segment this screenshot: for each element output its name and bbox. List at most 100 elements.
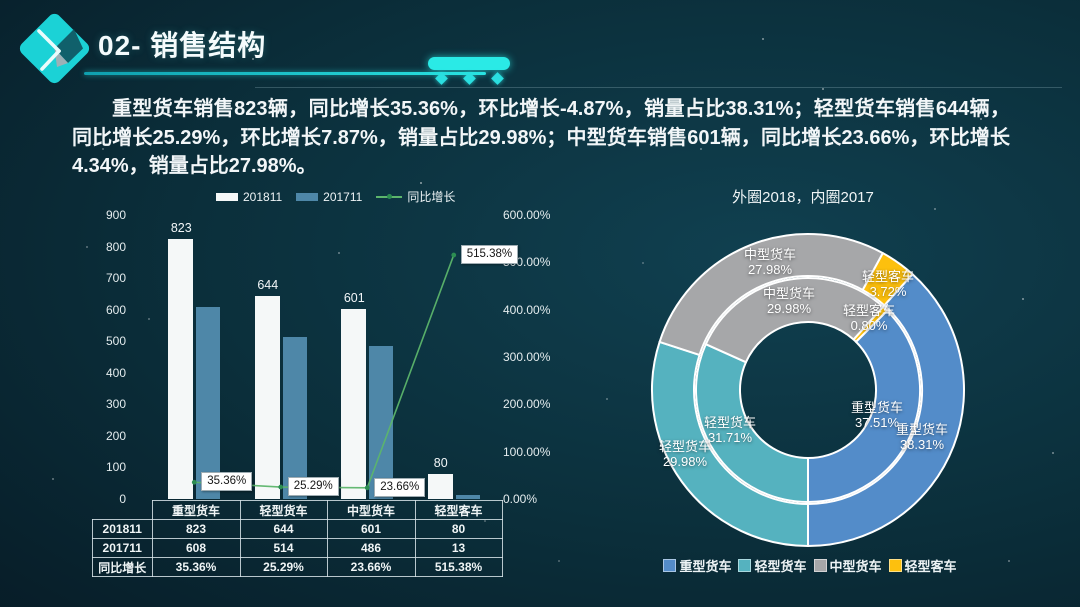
bar-201811-中型货车 xyxy=(341,309,367,499)
table-cell: 80 xyxy=(414,519,503,539)
left-axis-tick: 700 xyxy=(105,271,126,286)
slice-label-pct: 0.80% xyxy=(850,318,888,333)
donut-slice-label-inner-轻型货车: 轻型货车 31.71% xyxy=(675,415,785,445)
table-cell: 486 xyxy=(326,538,416,558)
slice-label-pct: 3.72% xyxy=(869,284,907,299)
left-axis-tick: 200 xyxy=(105,428,126,443)
donut-legend-item-中型货车: 中型货车 xyxy=(813,556,882,575)
deco-bar xyxy=(428,57,510,70)
bar-201711-轻型客车 xyxy=(455,494,480,499)
table-cell: 608 xyxy=(151,538,241,558)
table-cell: 25.29% xyxy=(239,557,328,577)
donut-slice-轻型货车-inner_2017_pct xyxy=(695,343,809,503)
growth-point xyxy=(451,252,457,258)
growth-callout: 515.38% xyxy=(460,245,519,265)
left-axis-tick: 800 xyxy=(105,239,126,254)
sales-data-table: 重型货车 轻型货车 中型货车 轻型客车 201811 823 644 601 80 201711 6… xyxy=(92,500,503,577)
donut-slice-label-inner-轻型客车: 轻型客车 0.80% xyxy=(814,303,924,333)
table-col-header: 轻型客车 xyxy=(414,500,503,520)
donut-slice-label-outer-中型货车: 中型货车 27.98% xyxy=(715,247,825,277)
table-corner-blank xyxy=(93,501,153,520)
legend-label: 201711 xyxy=(323,189,363,204)
legend-label: 201811 xyxy=(243,189,283,204)
table-row-label: 201711 xyxy=(92,538,153,558)
right-axis-tick: 600.00% xyxy=(503,208,551,222)
slice-label-name: 轻型客车 xyxy=(861,269,914,284)
donut-legend-item-轻型客车: 轻型客车 xyxy=(888,556,957,575)
bar-201811-轻型客车 xyxy=(427,473,453,499)
legend-item-同比增长: 同比增长 xyxy=(376,188,455,205)
slice-label-name: 中型货车 xyxy=(743,247,796,262)
left-axis-tick: 0 xyxy=(119,492,126,506)
left-axis-tick: 400 xyxy=(105,365,126,380)
left-axis-tick: 100 xyxy=(105,460,126,475)
slice-label-name: 轻型货车 xyxy=(658,439,711,454)
table-col-header: 轻型货车 xyxy=(239,500,328,520)
table-row-label: 201811 xyxy=(92,519,153,539)
donut-chart xyxy=(640,222,976,558)
slice-label-name: 轻型货车 xyxy=(703,415,756,430)
table-cell: 514 xyxy=(239,538,328,558)
bar-value-label: 644 xyxy=(257,277,279,292)
donut-slice-label-inner-中型货车: 中型货车 29.98% xyxy=(734,286,844,316)
donut-legend-swatch xyxy=(888,559,902,572)
growth-callout: 23.66% xyxy=(374,477,426,497)
bar-value-label: 80 xyxy=(433,455,448,470)
right-axis-tick: 400.00% xyxy=(503,302,551,317)
bar-value-label: 601 xyxy=(343,291,365,306)
table-cell: 515.38% xyxy=(414,557,503,577)
title-underline-decor xyxy=(84,72,486,75)
slice-label-pct: 29.98% xyxy=(766,301,812,316)
bar-201711-轻型货车 xyxy=(282,336,307,499)
star-field-decor xyxy=(0,0,2,2)
legend-swatch xyxy=(296,192,319,201)
donut-slice-重型货车-outer_2018_pct xyxy=(807,273,965,547)
donut-chart-title: 外圈2018，内圈2017 xyxy=(732,189,874,206)
table-row: 同比增长 35.36% 25.29% 23.66% 515.38% xyxy=(92,557,503,577)
legend-line-swatch xyxy=(376,194,403,199)
donut-legend-swatch xyxy=(738,559,752,572)
bar-201811-轻型货车 xyxy=(254,295,280,499)
donut-legend-label: 重型货车 xyxy=(679,559,732,574)
slice-label-name: 中型货车 xyxy=(762,286,815,301)
bar-201711-重型货车 xyxy=(196,307,221,499)
right-axis-tick: 300.00% xyxy=(503,350,551,364)
bar-value-label: 823 xyxy=(170,221,192,236)
diamond-logo-icon xyxy=(19,13,90,84)
table-cell: 644 xyxy=(239,519,328,539)
donut-legend-item-轻型货车: 轻型货车 xyxy=(738,556,807,575)
table-col-header: 重型货车 xyxy=(151,500,241,520)
slice-label-pct: 31.71% xyxy=(707,430,753,445)
slice-label-pct: 27.98% xyxy=(747,262,793,277)
legend-item-201711: 201711 xyxy=(296,190,362,204)
summary-paragraph: 重型货车销售823辆，同比增长35.36%，环比增长-4.87%，销量占比38.… xyxy=(72,98,1010,177)
table-cell: 601 xyxy=(326,519,416,539)
table-col-header: 中型货车 xyxy=(326,500,416,520)
donut-slice-label-outer-轻型货车: 轻型货车 29.98% xyxy=(630,439,740,469)
slice-label-pct: 37.51% xyxy=(854,415,900,430)
slice-label-name: 重型货车 xyxy=(895,422,948,437)
table-cell: 823 xyxy=(151,519,241,539)
donut-legend-swatch xyxy=(663,559,677,572)
slice-label-pct: 29.98% xyxy=(662,454,708,469)
left-axis-tick: 300 xyxy=(105,397,126,412)
slice-label-name: 轻型客车 xyxy=(842,303,895,318)
donut-legend-swatch xyxy=(813,559,827,572)
thin-divider-line xyxy=(255,87,1062,88)
donut-slice-重型货车-inner_2017_pct xyxy=(807,309,922,503)
growth-callout: 35.36% xyxy=(201,472,253,492)
slice-label-name: 重型货车 xyxy=(850,400,903,415)
combo-chart-legend: 201811 201711 同比增长 xyxy=(216,188,455,205)
bar-201711-中型货车 xyxy=(369,345,394,499)
donut-slice-label-inner-重型货车: 重型货车 37.51% xyxy=(822,400,932,430)
donut-slice-中型货车-inner_2017_pct xyxy=(704,277,885,364)
slice-label-pct: 38.31% xyxy=(899,437,945,452)
right-axis-tick: 200.00% xyxy=(503,397,551,412)
left-axis-tick: 500 xyxy=(105,334,126,349)
sales-table-grid: 重型货车 轻型货车 中型货车 轻型客车 201811 823 644 601 80 201711 6… xyxy=(92,500,503,577)
donut-legend: 重型货车 轻型货车 中型货车 轻型客车 xyxy=(630,556,990,575)
donut-legend-item-重型货车: 重型货车 xyxy=(663,556,731,575)
left-axis-tick: 900 xyxy=(105,208,126,222)
deco-diamond-icon xyxy=(491,72,504,85)
growth-callout: 25.29% xyxy=(287,477,339,497)
